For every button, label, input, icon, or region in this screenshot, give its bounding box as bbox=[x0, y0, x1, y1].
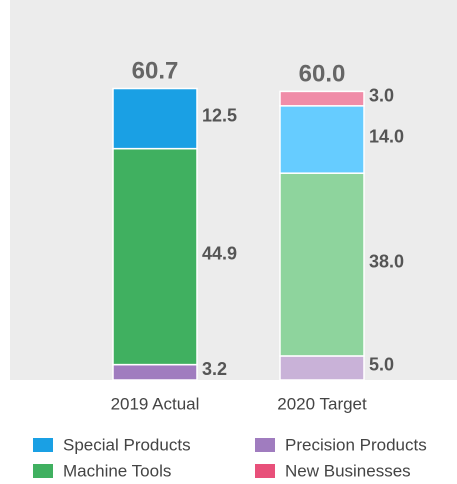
bar-segment bbox=[279, 172, 365, 357]
legend-label: Precision Products bbox=[285, 435, 427, 454]
legend-swatch bbox=[255, 464, 275, 478]
legend-swatch bbox=[255, 438, 275, 452]
bar-segment bbox=[279, 105, 365, 174]
bar-segment bbox=[112, 363, 198, 381]
value-label: 44.9 bbox=[202, 243, 237, 263]
value-label: 3.0 bbox=[369, 85, 394, 105]
legend-swatch bbox=[33, 438, 53, 452]
plot-background bbox=[10, 0, 457, 380]
legend-label: Special Products bbox=[63, 435, 191, 454]
legend-swatch bbox=[33, 464, 53, 478]
value-label: 12.5 bbox=[202, 105, 237, 125]
total-label: 60.0 bbox=[299, 61, 346, 88]
x-tick-label: 2019 Actual bbox=[111, 394, 200, 413]
value-label: 5.0 bbox=[369, 355, 394, 375]
value-label: 14.0 bbox=[369, 126, 404, 146]
legend-label: Machine Tools bbox=[63, 461, 171, 480]
total-label: 60.7 bbox=[132, 57, 179, 84]
bar-segment bbox=[112, 87, 198, 150]
value-label: 38.0 bbox=[369, 251, 404, 271]
bar-segment bbox=[279, 90, 365, 107]
bar-segment bbox=[279, 355, 365, 381]
legend-label: New Businesses bbox=[285, 461, 411, 480]
bar-segment bbox=[112, 147, 198, 366]
x-tick-label: 2020 Target bbox=[277, 394, 367, 413]
value-label: 3.2 bbox=[202, 359, 227, 379]
